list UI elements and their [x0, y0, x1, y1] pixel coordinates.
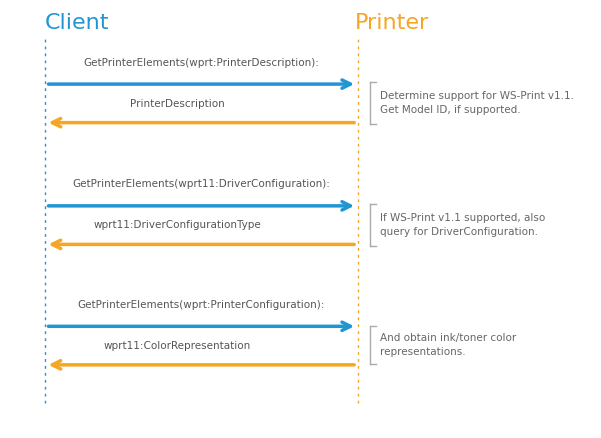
- Text: GetPrinterElements(wprt:PrinterDescription):: GetPrinterElements(wprt:PrinterDescripti…: [84, 58, 319, 68]
- Text: wprt11:DriverConfigurationType: wprt11:DriverConfigurationType: [93, 220, 261, 230]
- Text: GetPrinterElements(wprt11:DriverConfiguration):: GetPrinterElements(wprt11:DriverConfigur…: [72, 179, 331, 189]
- Text: If WS-Print v1.1 supported, also
query for DriverConfiguration.: If WS-Print v1.1 supported, also query f…: [380, 213, 546, 237]
- Text: GetPrinterElements(wprt:PrinterConfiguration):: GetPrinterElements(wprt:PrinterConfigura…: [78, 300, 325, 310]
- Text: And obtain ink/toner color
representations.: And obtain ink/toner color representatio…: [380, 333, 517, 357]
- Text: wprt11:ColorRepresentation: wprt11:ColorRepresentation: [103, 341, 251, 351]
- Text: Printer: Printer: [355, 13, 429, 33]
- Text: Determine support for WS-Print v1.1.
Get Model ID, if supported.: Determine support for WS-Print v1.1. Get…: [380, 91, 575, 115]
- Text: Client: Client: [45, 13, 109, 33]
- Text: PrinterDescription: PrinterDescription: [130, 99, 225, 109]
